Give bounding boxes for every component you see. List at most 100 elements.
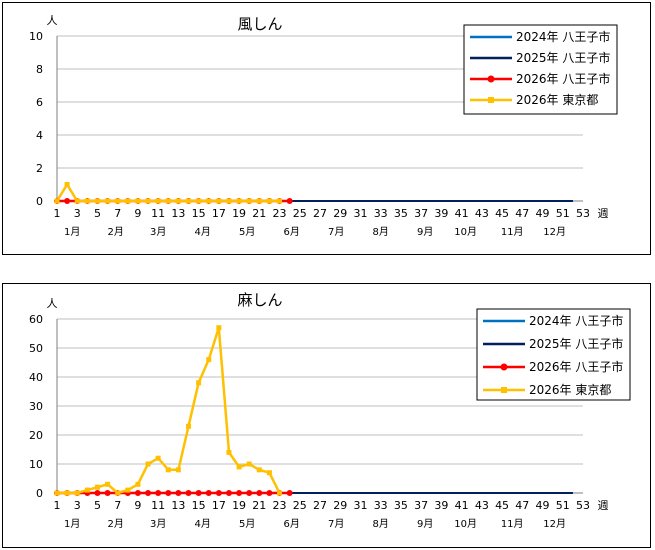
data-point — [277, 198, 283, 204]
data-point — [246, 198, 252, 204]
x-tick-label: 21 — [252, 499, 266, 512]
data-point — [54, 198, 60, 204]
month-label: 9月 — [417, 518, 433, 530]
data-point — [165, 467, 171, 473]
data-point — [145, 461, 151, 467]
x-tick-label: 37 — [414, 207, 428, 220]
x-tick-label: 49 — [536, 499, 550, 512]
data-point — [256, 198, 262, 204]
data-point — [74, 490, 80, 496]
data-point — [64, 182, 70, 187]
x-tick-label: 23 — [273, 207, 287, 220]
x-tick-label: 41 — [455, 207, 469, 220]
data-point — [277, 490, 283, 496]
month-label: 10月 — [454, 518, 477, 530]
x-tick-label: 9 — [134, 499, 141, 512]
x-tick-label: 49 — [536, 207, 550, 220]
data-point — [134, 490, 141, 496]
data-point — [205, 490, 212, 496]
data-point — [64, 490, 70, 496]
y-unit-label: 人 — [47, 14, 58, 27]
data-point — [115, 198, 121, 204]
x-tick-label: 11 — [151, 207, 165, 220]
data-point — [266, 198, 272, 204]
data-point — [145, 490, 152, 496]
data-point — [175, 198, 181, 204]
x-tick-label: 45 — [495, 499, 509, 512]
data-point — [216, 198, 222, 204]
data-point — [155, 490, 162, 496]
month-label: 11月 — [501, 226, 524, 238]
x-tick-label: 27 — [313, 207, 327, 220]
data-point — [94, 490, 101, 496]
x-tick-label: 51 — [556, 207, 570, 220]
x-tick-label: 29 — [333, 499, 347, 512]
data-point — [266, 490, 273, 496]
x-tick-label: 45 — [495, 207, 509, 220]
data-point — [74, 198, 80, 204]
x-tick-label: 31 — [353, 499, 367, 512]
y-tick-label: 10 — [29, 30, 43, 43]
x-tick-label: 3 — [74, 207, 81, 220]
x-tick-label: 29 — [333, 207, 347, 220]
chart-title: 風しん — [237, 15, 282, 33]
data-point — [105, 481, 111, 487]
legend-marker — [487, 75, 495, 83]
data-point — [165, 490, 172, 496]
x-tick-label: 35 — [394, 207, 408, 220]
data-point — [135, 198, 141, 204]
month-label: 8月 — [373, 226, 389, 238]
x-tick-label: 7 — [114, 207, 121, 220]
data-point — [94, 198, 100, 204]
y-tick-label: 30 — [29, 400, 43, 413]
data-point — [165, 198, 171, 204]
data-point — [256, 467, 262, 473]
data-point — [155, 198, 161, 204]
legend-entry: 2025年 八王子市 — [529, 336, 623, 351]
x-tick-label: 43 — [475, 499, 489, 512]
x-tick-label: 5 — [94, 499, 101, 512]
y-tick-label: 50 — [29, 342, 43, 355]
data-point — [54, 490, 60, 496]
data-point — [125, 487, 131, 493]
data-point — [216, 325, 222, 331]
month-label: 5月 — [239, 518, 255, 530]
month-label: 4月 — [194, 518, 210, 530]
data-point — [196, 198, 202, 204]
data-point — [155, 455, 161, 461]
x-tick-label: 25 — [293, 499, 307, 512]
data-point — [186, 198, 191, 204]
x-tick-label: 23 — [273, 499, 287, 512]
chart-title: 麻しん — [237, 291, 282, 309]
data-point — [115, 490, 121, 496]
x-tick-label: 1 — [54, 207, 61, 220]
legend-entry: 2026年 東京都 — [529, 383, 611, 397]
y-tick-label: 40 — [29, 371, 43, 384]
x-tick-label: 25 — [293, 207, 307, 220]
data-point — [226, 198, 232, 204]
x-tick-label: 43 — [475, 207, 489, 220]
month-label: 7月 — [328, 518, 344, 530]
legend-entry: 2026年 八王子市 — [516, 71, 610, 86]
data-point — [105, 198, 111, 204]
x-tick-label: 53 — [576, 207, 590, 220]
data-point — [236, 464, 242, 470]
data-point — [64, 198, 71, 204]
data-point — [186, 423, 191, 429]
data-point — [94, 484, 100, 490]
x-tick-label: 11 — [151, 499, 165, 512]
legend-entry: 2024年 八王子市 — [529, 313, 623, 328]
y-tick-label: 8 — [36, 63, 43, 76]
y-unit-label: 人 — [47, 297, 58, 310]
x-tick-label: 9 — [134, 207, 141, 220]
month-label: 3月 — [150, 226, 166, 238]
x-tick-label: 19 — [232, 207, 246, 220]
measles-chart-panel: 麻しん人 0 10 20 30 40 50 60 1 3 5 7 9 11 13 15 17 19 21 23 25 27… — [2, 283, 651, 548]
legend-box — [476, 308, 631, 401]
y-tick-label: 6 — [36, 96, 43, 109]
y-tick-label: 0 — [36, 195, 43, 208]
month-label: 9月 — [417, 226, 433, 238]
legend-entry: 2026年 東京都 — [516, 93, 598, 107]
month-label: 6月 — [283, 226, 299, 238]
